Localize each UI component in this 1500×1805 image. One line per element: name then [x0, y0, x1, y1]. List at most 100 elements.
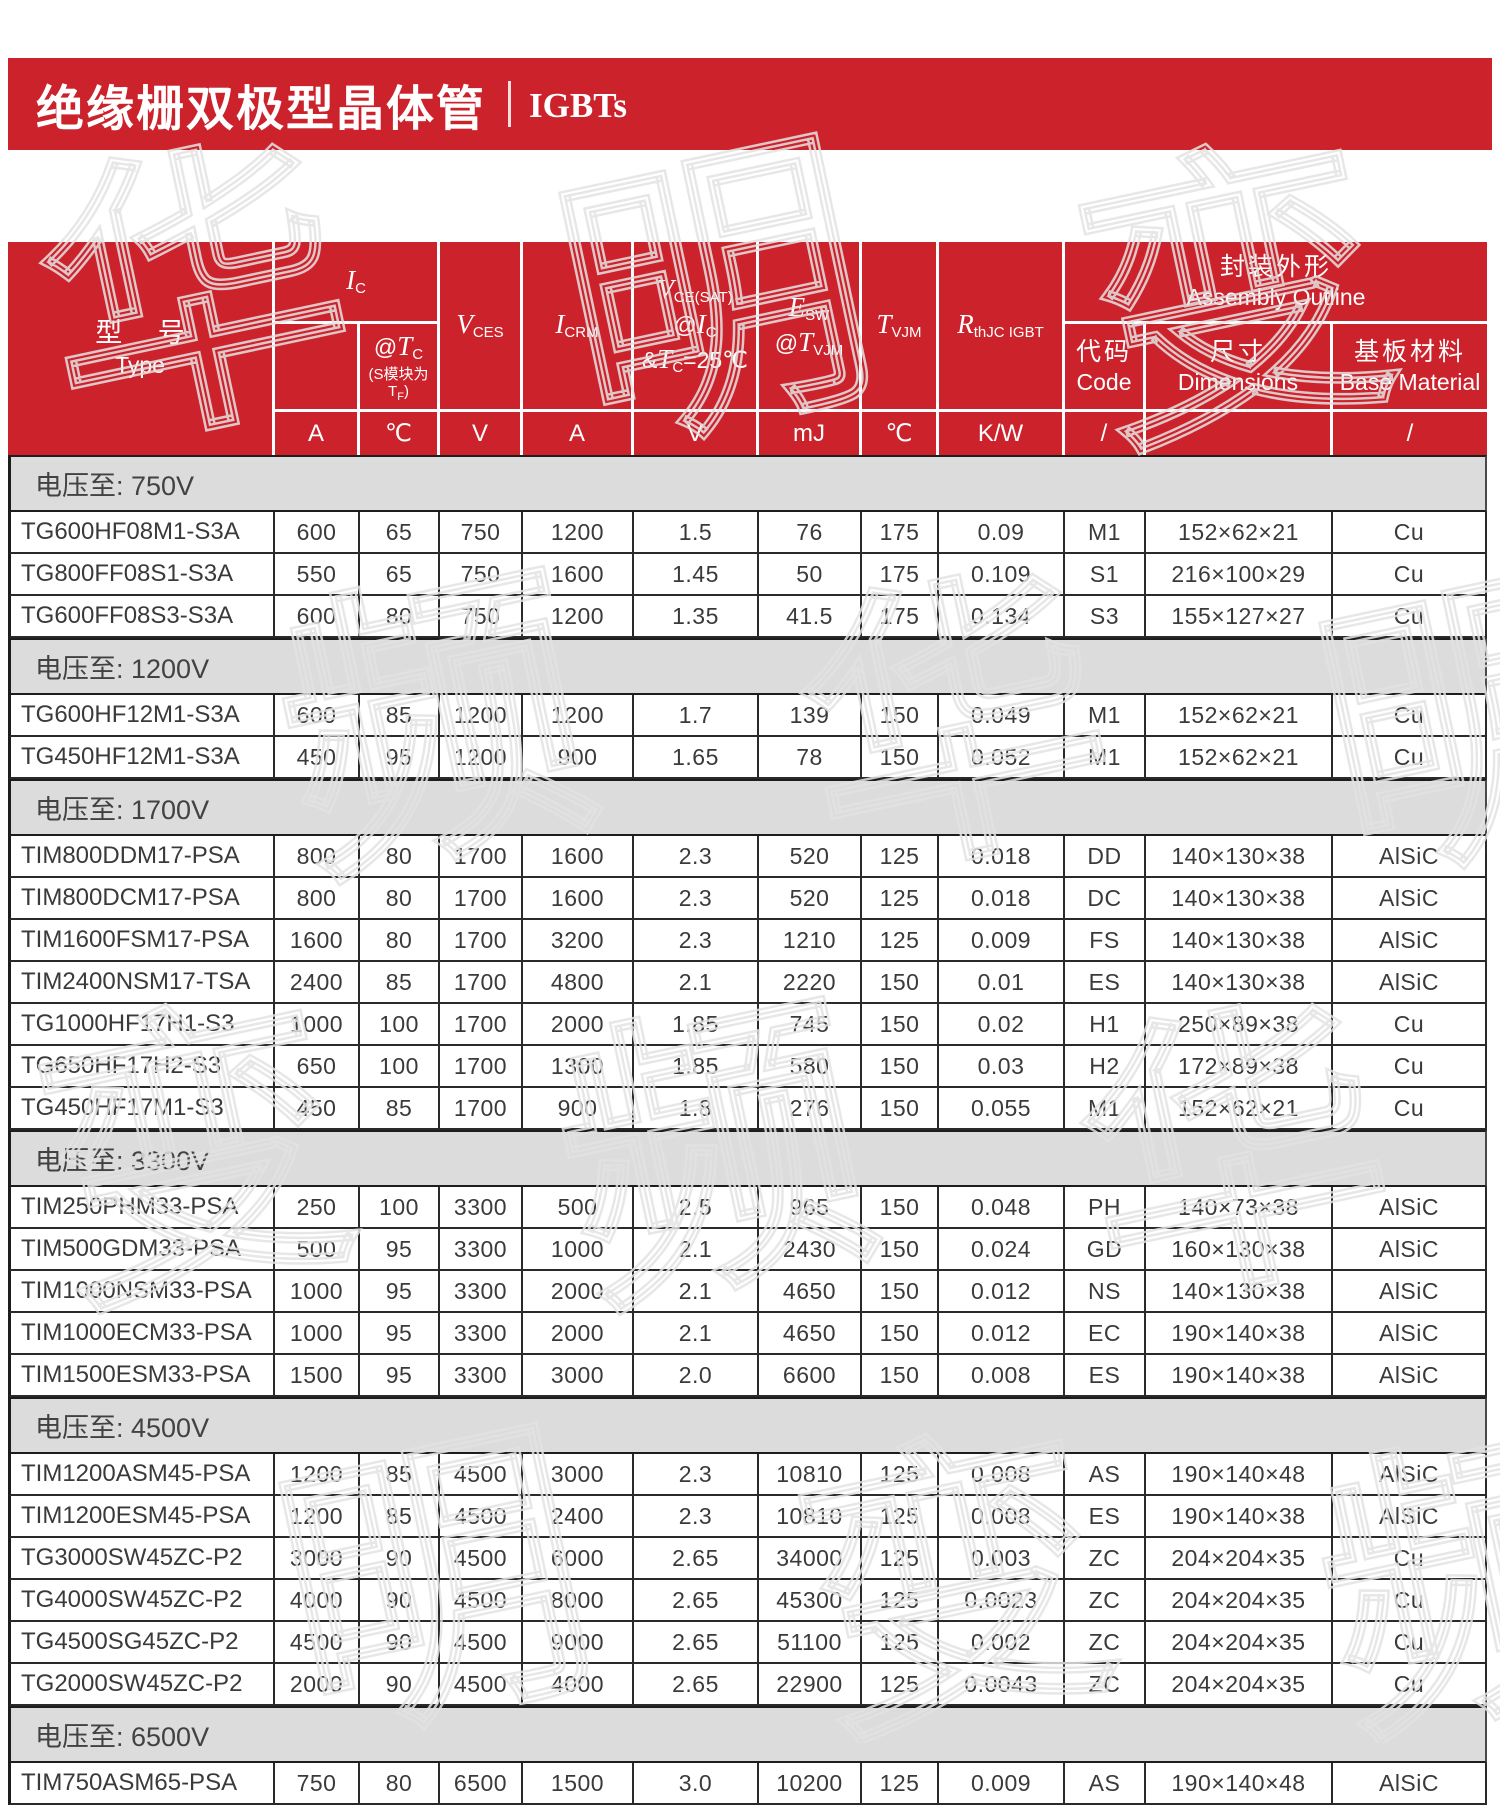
icrm-cell: 9000 [523, 1622, 634, 1664]
vces-cell: 1700 [440, 1004, 523, 1046]
col-vcesat: VCE(SAT) @IC &TC=25℃ [634, 242, 759, 412]
rthjc-cell: 0.024 [939, 1229, 1065, 1271]
icrm-cell: 2400 [523, 1496, 634, 1538]
rthjc-cell: 0.012 [939, 1313, 1065, 1355]
vces-cell: 1700 [440, 878, 523, 920]
unit-rthjc: K/W [939, 412, 1065, 455]
base-material-cell: Cu [1333, 1664, 1487, 1706]
table-row: TG600FF08S3-S3A 600 80 750 1200 1.35 41.5 175 0.… [8, 596, 1487, 638]
ic-tc-cell: 90 [360, 1580, 440, 1622]
vcesat-cell: 2.65 [634, 1622, 759, 1664]
code-cell: PH [1065, 1187, 1146, 1229]
ic-tc-cell: 80 [360, 1763, 440, 1805]
col-ic-blank [275, 324, 360, 412]
ic-tc-cell: 85 [360, 1088, 440, 1130]
col-ic: IC [275, 242, 440, 324]
col-ic-tc: @TC (S模块为TF) [360, 324, 440, 412]
esw-cell: 4650 [759, 1313, 862, 1355]
base-material-cell: AlSiC [1333, 1229, 1487, 1271]
icrm-cell: 2000 [523, 1271, 634, 1313]
col-code: 代码 Code [1065, 324, 1146, 412]
base-material-cell: AlSiC [1333, 1496, 1487, 1538]
vcesat-cell: 2.3 [634, 1496, 759, 1538]
ic-tc-cell: 95 [360, 1271, 440, 1313]
ic-tc-cell: 80 [360, 836, 440, 878]
rthjc-cell: 0.002 [939, 1622, 1065, 1664]
code-cell: ZC [1065, 1538, 1146, 1580]
unit-dimensions [1146, 412, 1333, 455]
vcesat-cell: 2.5 [634, 1187, 759, 1229]
table-row: TG3000SW45ZC-P2 3000 90 4500 6000 2.65 34000 12… [8, 1538, 1487, 1580]
rthjc-cell: 0.01 [939, 962, 1065, 1004]
code-cell: AS [1065, 1454, 1146, 1496]
base-material-cell: AlSiC [1333, 878, 1487, 920]
vcesat-cell: 2.3 [634, 920, 759, 962]
rthjc-cell: 0.052 [939, 737, 1065, 779]
ic-a-cell: 1600 [275, 920, 360, 962]
icrm-cell: 1200 [523, 695, 634, 737]
code-cell: EC [1065, 1313, 1146, 1355]
part-number-cell: TIM250PHM33-PSA [8, 1187, 275, 1229]
voltage-group-header: 电压至: 4500V [8, 1397, 1487, 1454]
icrm-cell: 1600 [523, 836, 634, 878]
part-number-cell: TG4500SG45ZC-P2 [8, 1622, 275, 1664]
part-number-cell: TG800FF08S1-S3A [8, 554, 275, 596]
ic-a-cell: 1000 [275, 1313, 360, 1355]
vces-cell: 3300 [440, 1229, 523, 1271]
esw-cell: 10200 [759, 1763, 862, 1805]
rthjc-cell: 0.018 [939, 836, 1065, 878]
part-number-cell: TIM1600FSM17-PSA [8, 920, 275, 962]
unit-icrm: A [523, 412, 634, 455]
dimensions-cell: 155×127×27 [1146, 596, 1333, 638]
ic-tc-cell: 65 [360, 512, 440, 554]
code-cell: H1 [1065, 1004, 1146, 1046]
ic-tc-cell: 80 [360, 920, 440, 962]
ic-tc-cell: 80 [360, 596, 440, 638]
dimensions-cell: 190×140×38 [1146, 1355, 1333, 1397]
vcesat-cell: 2.3 [634, 1454, 759, 1496]
base-material-cell: Cu [1333, 737, 1487, 779]
base-material-cell: AlSiC [1333, 1313, 1487, 1355]
esw-cell: 34000 [759, 1538, 862, 1580]
dimensions-cell: 160×130×38 [1146, 1229, 1333, 1271]
part-number-cell: TIM1200ASM45-PSA [8, 1454, 275, 1496]
tvjm-cell: 125 [862, 1622, 939, 1664]
tvjm-cell: 125 [862, 836, 939, 878]
table-row: TIM1000NSM33-PSA 1000 95 3300 2000 2.1 4650 150… [8, 1271, 1487, 1313]
dimensions-cell: 204×204×35 [1146, 1538, 1333, 1580]
ic-a-cell: 4500 [275, 1622, 360, 1664]
ic-tc-cell: 80 [360, 878, 440, 920]
rthjc-cell: 0.134 [939, 596, 1065, 638]
part-number-cell: TG600HF08M1-S3A [8, 512, 275, 554]
col-dimensions: 尺寸 Dimensions [1146, 324, 1333, 412]
vces-cell: 750 [440, 554, 523, 596]
tvjm-cell: 125 [862, 1664, 939, 1706]
esw-cell: 2220 [759, 962, 862, 1004]
vces-cell: 3300 [440, 1187, 523, 1229]
part-number-cell: TG600HF12M1-S3A [8, 695, 275, 737]
part-number-cell: TG450HF12M1-S3A [8, 737, 275, 779]
ic-tc-cell: 90 [360, 1538, 440, 1580]
rthjc-cell: 0.018 [939, 878, 1065, 920]
vcesat-cell: 2.1 [634, 962, 759, 1004]
table-row: TG450HF17M1-S3 450 85 1700 900 1.8 276 150 0.055… [8, 1088, 1487, 1130]
code-cell: M1 [1065, 1088, 1146, 1130]
vcesat-cell: 1.8 [634, 1088, 759, 1130]
code-cell: M1 [1065, 512, 1146, 554]
base-material-cell: Cu [1333, 1004, 1487, 1046]
rthjc-cell: 0.009 [939, 920, 1065, 962]
ic-tc-cell: 90 [360, 1664, 440, 1706]
tvjm-cell: 175 [862, 554, 939, 596]
base-material-cell: Cu [1333, 695, 1487, 737]
part-number-cell: TIM2400NSM17-TSA [8, 962, 275, 1004]
unit-ic-a: A [275, 412, 360, 455]
ic-tc-cell: 65 [360, 554, 440, 596]
tvjm-cell: 150 [862, 962, 939, 1004]
dimensions-cell: 140×73×38 [1146, 1187, 1333, 1229]
esw-cell: 6600 [759, 1355, 862, 1397]
ic-a-cell: 800 [275, 836, 360, 878]
tvjm-cell: 150 [862, 1088, 939, 1130]
part-number-cell: TIM1200ESM45-PSA [8, 1496, 275, 1538]
part-number-cell: TIM1000ECM33-PSA [8, 1313, 275, 1355]
base-material-cell: AlSiC [1333, 1271, 1487, 1313]
